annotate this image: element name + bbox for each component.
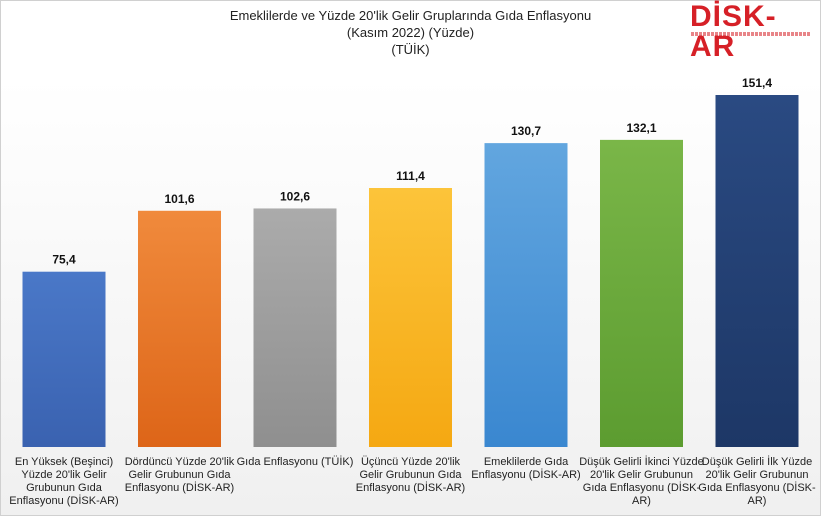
category-label-2: Dördüncü Yüzde 20'lik Gelir Grubunun Gıda… <box>125 456 235 494</box>
value-label-6: 132,1 <box>626 121 656 135</box>
bar-2 <box>138 210 221 447</box>
value-label-1: 75,4 <box>52 253 76 267</box>
disk-ar-logo: DİSK-AR <box>690 2 816 62</box>
logo-wordmark: DİSK-AR <box>690 0 777 63</box>
bar-3 <box>253 208 337 447</box>
logo-subtitle-strip <box>691 32 811 36</box>
category-label-6: Düşük Gelirli İkinci Yüzde 20'lik Gelir G… <box>579 455 704 507</box>
value-label-5: 130,7 <box>511 124 541 138</box>
bar-5 <box>484 143 568 447</box>
category-label-1: En Yüksek (Beşinci) Yüzde 20'lik Gelir Gru… <box>9 456 118 507</box>
category-label-5: Emeklilerde Gıda Enflasyonu (DİSK-AR) <box>471 456 580 481</box>
category-label-3: Gıda Enflasyonu (TÜİK) <box>237 455 354 468</box>
bar-4 <box>369 187 452 448</box>
bar-6 <box>600 139 683 447</box>
chart-title-line-1: Emeklilerde ve Yüzde 20'lik Gelir Grupla… <box>229 8 592 23</box>
category-label-7: Düşük Gelirli İlk Yüzde 20'lik Gelir Grub… <box>698 455 816 507</box>
chart-title-line-2: (Kasım 2022) (Yüzde) <box>346 25 475 40</box>
category-label-4: Üçüncü Yüzde 20'lik Gelir Grubunun Gıda En… <box>356 456 465 494</box>
chart-title-line-3: (TÜİK) <box>391 42 430 57</box>
bar-1 <box>22 271 106 447</box>
bar-7 <box>715 95 799 447</box>
value-label-3: 102,6 <box>280 189 310 203</box>
value-label-4: 111,4 <box>396 169 425 183</box>
value-label-2: 101,6 <box>164 192 194 206</box>
value-label-7: 151,4 <box>742 76 772 90</box>
